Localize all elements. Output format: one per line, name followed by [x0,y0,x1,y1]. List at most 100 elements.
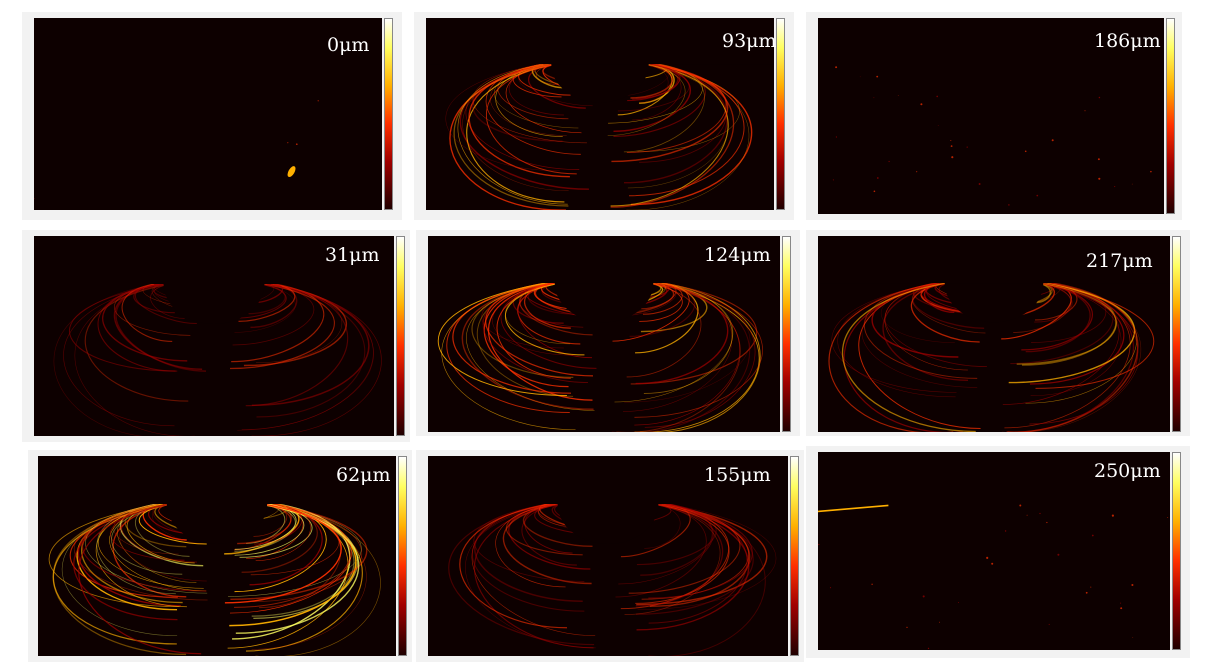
flow-line [635,503,730,604]
heatmap-svg [428,456,788,656]
speckle [1048,623,1050,625]
flow-line [624,503,721,615]
flow-line [1004,282,1131,429]
speckle [1090,586,1092,588]
upper-void [428,236,780,284]
streak [818,504,889,513]
heatmap-svg [34,100,319,200]
speckle [1008,204,1010,206]
speckle [1026,514,1028,516]
flow-line [644,503,681,549]
flow-line [102,283,188,362]
speckle [1051,139,1054,142]
depth-label: 93μm [722,30,777,52]
colorbar [1172,236,1181,432]
flow-line [251,283,382,436]
flow-line [255,283,283,304]
flow-line [1034,282,1073,323]
flow-line [632,63,682,121]
speckle [818,543,820,546]
flow-line [871,282,959,358]
flow-line [911,282,986,334]
colorbar [790,456,799,656]
flow-line [96,503,176,595]
flow-line [483,282,569,388]
flow-line [230,503,352,614]
speckle [937,125,939,126]
colorbar [782,236,791,432]
flow-line [863,282,978,379]
speckle [936,95,939,98]
flow-line [640,282,677,310]
heatmap-plot [38,456,396,656]
heatmap-svg [426,18,774,210]
flow-line [496,282,571,379]
flow-line [512,63,562,98]
flow-line [236,283,287,319]
heatmap-plot [34,18,382,210]
flow-line [251,283,370,407]
flow-line [828,282,954,432]
flow-line [618,63,669,97]
flow-line [1016,282,1117,365]
flow-line [607,63,686,136]
heatmap-svg [818,236,1170,432]
depth-label: 124μm [704,244,771,266]
panel-93um: 93μm [414,12,794,220]
depth-label: 31μm [325,244,380,266]
flow-line [635,503,754,615]
speckle [1098,177,1101,180]
flow-line [517,282,593,359]
speckle [1084,110,1086,112]
heatmap-plot [428,236,780,432]
speckle [1004,530,1007,532]
flow-line [837,282,956,398]
flow-line [1007,282,1139,432]
speckle [1024,150,1027,153]
flow-line [626,63,750,210]
speckle [835,136,837,138]
panel-31um: 31μm [22,230,410,442]
flow-line [248,283,286,315]
flow-line [538,503,574,528]
speckle [920,103,923,106]
flow-line [512,282,564,324]
speckle [939,621,940,623]
flow-line [461,282,594,410]
flow-line [1029,282,1125,385]
flow-line [473,503,585,582]
flow-line [441,282,576,431]
speckle [1098,96,1101,99]
speckle [1039,512,1041,515]
speckle [1167,516,1169,518]
flow-line [1029,282,1139,425]
flow-line [446,282,570,413]
flow-line [831,282,957,393]
flow-line [111,503,183,575]
flow-line [639,63,669,103]
flow-line [524,503,573,554]
speckle [832,179,834,181]
speckle [295,143,298,146]
panel-217um: 217μm [806,230,1190,436]
heatmap-plot [818,236,1170,432]
flow-line [471,63,563,142]
speckle [1085,591,1088,594]
flow-line [251,503,367,650]
flow-line [474,503,594,649]
panel-0um: 0μm [22,12,402,220]
flow-line [642,282,683,315]
flow-line [74,283,195,436]
flow-line [884,282,987,368]
flow-line [635,503,724,607]
flow-line [630,282,758,385]
speckle [1150,170,1152,173]
speckle [958,602,959,603]
flow-line [138,503,207,545]
flow-line [505,503,583,556]
flow-line [77,503,181,607]
flow-line [610,63,735,208]
flow-line [639,282,683,322]
flow-line [449,63,566,210]
upper-void [818,236,1170,284]
